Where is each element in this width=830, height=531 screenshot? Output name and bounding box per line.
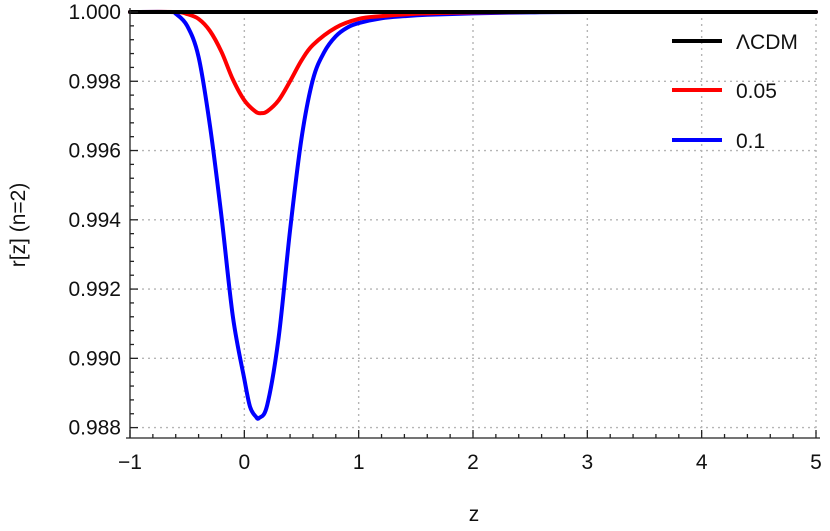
y-tick-label-3: 0.994 xyxy=(68,209,121,232)
ticks: −1 0 1 2 3 4 5 0.988 0.990 0.992 0.994 0.996 0.998 1.… xyxy=(68,1,821,474)
x-tick-label-5: 4 xyxy=(696,451,708,474)
x-tick-label-0: −1 xyxy=(118,451,142,474)
x-tick-label-1: 0 xyxy=(238,451,250,474)
x-axis-label: z xyxy=(469,503,480,526)
y-axis-label: r[z] (n=2) xyxy=(7,183,30,268)
x-tick-label-6: 5 xyxy=(810,451,822,474)
legend: ΛCDM 0.05 0.1 xyxy=(672,31,798,153)
y-tick-label-4: 0.996 xyxy=(68,140,121,163)
y-tick-label-5: 0.998 xyxy=(68,70,121,93)
x-tick-label-4: 3 xyxy=(581,451,593,474)
legend-label-1: 0.05 xyxy=(736,80,777,103)
y-tick-label-6: 1.000 xyxy=(68,1,121,24)
y-tick-label-0: 0.988 xyxy=(68,417,121,440)
y-tick-label-2: 0.992 xyxy=(68,278,121,301)
series-lines xyxy=(128,9,818,421)
series-line-1 xyxy=(128,9,818,116)
legend-label-2: 0.1 xyxy=(736,130,765,153)
x-tick-label-2: 1 xyxy=(353,451,365,474)
y-tick-label-1: 0.990 xyxy=(68,347,121,370)
legend-label-0: ΛCDM xyxy=(736,31,798,54)
x-tick-label-3: 2 xyxy=(467,451,479,474)
